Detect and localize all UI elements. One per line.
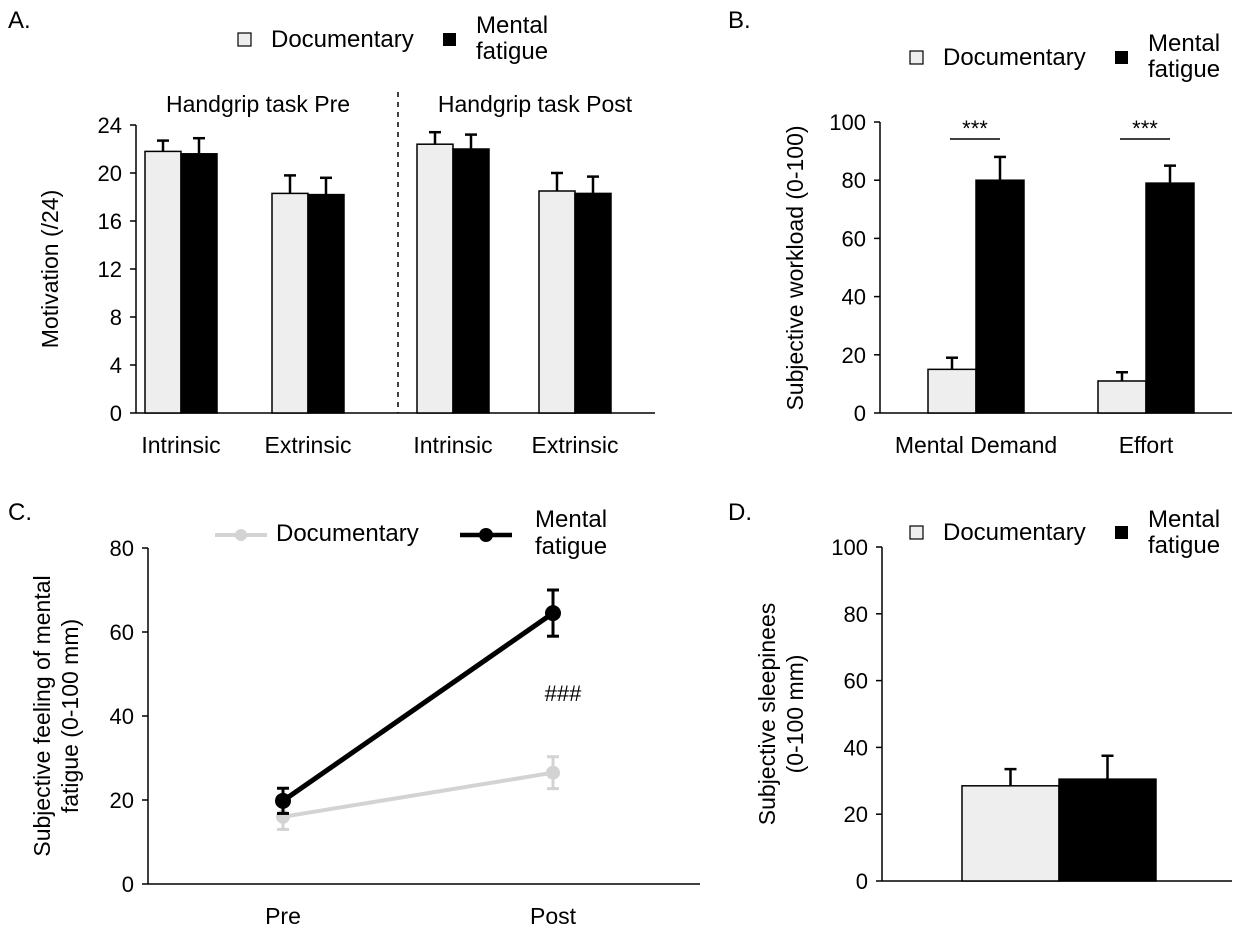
legend-label-mental-fatigue-line1: Mental	[535, 506, 607, 533]
bar-documentary	[927, 368, 977, 414]
group-title: Handgrip task Pre	[166, 91, 350, 117]
legend-label-documentary: Documentary	[943, 519, 1086, 546]
panel-c-letter: C.	[8, 499, 32, 526]
y-axis-title-line2: (0-100 mm)	[782, 655, 808, 774]
legend-swatch-mental-fatigue	[1115, 526, 1128, 539]
y-axis-title-line1: Subjective feeling of mental	[29, 575, 55, 856]
y-tick-label: 12	[98, 257, 122, 282]
legend-swatch-documentary	[237, 32, 252, 47]
y-tick-label: 80	[842, 168, 866, 193]
y-tick-label: 4	[110, 353, 122, 378]
y-axis-title-line1: Subjective sleepinees	[754, 603, 780, 825]
bar-mental-fatigue	[1145, 182, 1195, 414]
y-tick-label: 8	[110, 305, 122, 330]
bar-mental-fatigue	[975, 179, 1025, 414]
data-point-mental-fatigue	[275, 792, 291, 809]
legend-label-mental-fatigue-line2: fatigue	[1148, 56, 1220, 83]
legend-label-mental-fatigue-line2: fatigue	[1148, 532, 1220, 559]
legend-swatch-mental-fatigue	[1115, 51, 1128, 64]
y-tick-label: 60	[110, 620, 134, 645]
panel-a-letter: A.	[8, 7, 31, 34]
x-category-label: Intrinsic	[141, 432, 220, 458]
bar-documentary	[416, 143, 454, 414]
group-title: Handgrip task Post	[438, 91, 633, 117]
y-axis-title: Subjective workload (0-100)	[782, 125, 808, 410]
x-category-label: Post	[530, 903, 577, 929]
x-category-label: Extrinsic	[265, 432, 352, 458]
bar-documentary	[961, 785, 1060, 882]
bar-mental-fatigue	[180, 153, 218, 414]
y-tick-label: 20	[98, 161, 122, 186]
y-tick-label: 80	[110, 536, 134, 561]
x-category-label: Pre	[265, 903, 301, 929]
x-category-label: Intrinsic	[413, 432, 492, 458]
bar-mental-fatigue	[452, 148, 490, 414]
bar-documentary	[144, 150, 182, 414]
significance-marker: ***	[1132, 116, 1158, 141]
bar-mental-fatigue	[307, 193, 345, 414]
legend-label-documentary: Documentary	[276, 520, 419, 547]
series-line-documentary	[282, 770, 554, 819]
y-tick-label: 0	[854, 401, 866, 426]
y-tick-label: 40	[842, 285, 866, 310]
series-line-mental-fatigue	[281, 611, 555, 803]
x-category-label: Mental Demand	[895, 432, 1057, 458]
y-tick-label: 100	[829, 110, 866, 135]
legend-label-documentary: Documentary	[271, 26, 414, 53]
y-tick-label: 60	[842, 226, 866, 251]
y-tick-label: 40	[110, 704, 134, 729]
y-tick-label: 0	[110, 401, 122, 426]
y-tick-label: 0	[122, 872, 134, 897]
significance-marker: ###	[545, 681, 582, 706]
legend-marker-mental-fatigue	[479, 528, 493, 542]
legend-label-documentary: Documentary	[943, 44, 1086, 71]
y-tick-label: 24	[98, 113, 122, 138]
legend-swatch-documentary	[909, 525, 924, 540]
legend-label-mental-fatigue-line1: Mental	[476, 12, 548, 39]
y-tick-label: 100	[831, 535, 868, 560]
bar-documentary	[538, 190, 576, 414]
y-tick-label: 0	[856, 869, 868, 894]
x-category-label: Extrinsic	[532, 432, 619, 458]
y-tick-label: 60	[844, 669, 868, 694]
y-tick-label: 16	[98, 209, 122, 234]
bar-documentary	[1097, 380, 1147, 414]
y-tick-label: 40	[844, 735, 868, 760]
data-point-documentary	[546, 765, 560, 780]
y-tick-label: 20	[842, 343, 866, 368]
y-tick-label: 20	[844, 802, 868, 827]
x-category-label: Effort	[1119, 432, 1174, 458]
legend-label-mental-fatigue-line2: fatigue	[535, 533, 607, 560]
panel-b-letter: B.	[728, 7, 751, 34]
y-tick-label: 20	[110, 788, 134, 813]
data-point-mental-fatigue	[545, 605, 561, 622]
bar-mental-fatigue	[574, 192, 612, 414]
legend-swatch-mental-fatigue	[443, 33, 456, 46]
legend-swatch-documentary	[909, 50, 924, 65]
legend-label-mental-fatigue-line1: Mental	[1148, 506, 1220, 533]
legend-label-mental-fatigue-line2: fatigue	[476, 38, 548, 65]
y-tick-label: 80	[844, 602, 868, 627]
bar-documentary	[271, 192, 309, 414]
significance-marker: ***	[962, 116, 988, 141]
legend-marker-documentary	[235, 529, 247, 541]
bar-mental-fatigue	[1058, 778, 1157, 882]
y-axis-title: Motivation (/24)	[37, 190, 63, 349]
panel-d-letter: D.	[728, 499, 752, 526]
y-axis-title-line2: fatigue (0-100 mm)	[57, 619, 83, 813]
legend-label-mental-fatigue-line1: Mental	[1148, 30, 1220, 57]
